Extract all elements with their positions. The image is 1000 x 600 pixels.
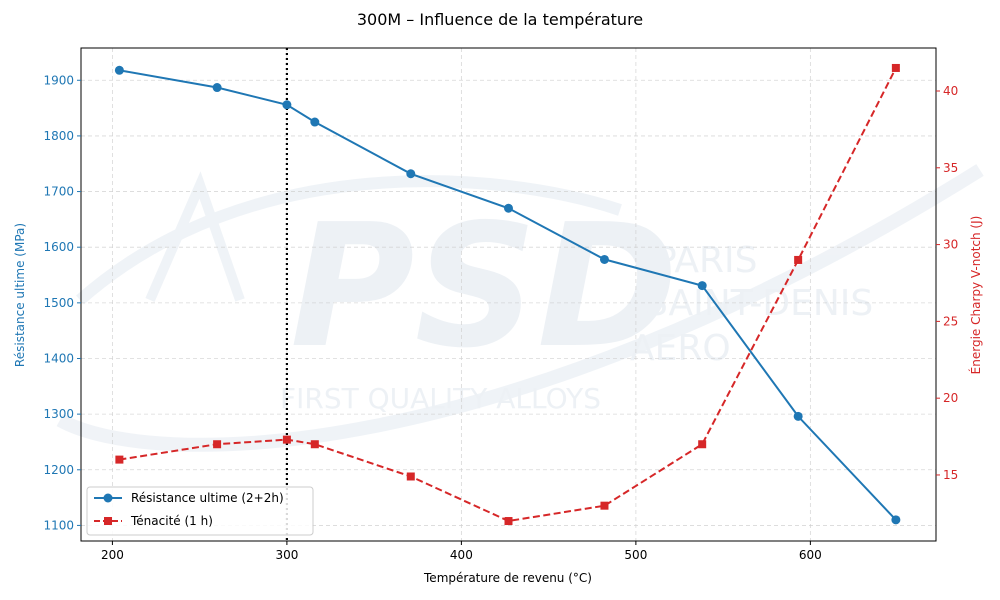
data-point-tenacite — [891, 63, 900, 72]
data-point-resistance — [793, 411, 803, 421]
legend: Résistance ultime (2+2h) Ténacité (1 h) — [86, 486, 314, 536]
data-point-tenacite — [406, 472, 415, 481]
x-tick-label: 200 — [101, 548, 124, 562]
watermark-swoosh-upper — [76, 175, 622, 305]
series-line-tenacite — [119, 67, 897, 523]
data-point-resistance — [310, 117, 320, 127]
data-point-resistance — [406, 169, 416, 179]
data-point-resistance — [697, 281, 707, 291]
plot-frame — [80, 47, 937, 542]
series-layer — [114, 63, 901, 526]
left-tick-label: 1100 — [43, 518, 74, 532]
watermark-tagline: FIRST QUALITY ALLOYS — [280, 382, 601, 415]
left-tick-label: 1500 — [43, 296, 74, 310]
left-tick-label: 1200 — [43, 463, 74, 477]
x-axis-ticks: 200 300 400 500 600 — [101, 541, 822, 562]
right-tick-label: 40 — [943, 84, 958, 98]
right-axis-ticks: 15 20 25 30 35 40 — [936, 84, 958, 482]
watermark-logo: PSD PARIS SAINT-DENIS AERO FIRST QUALITY… — [56, 164, 984, 452]
data-point-tenacite — [282, 435, 291, 444]
data-point-resistance — [114, 65, 124, 75]
x-tick-label: 300 — [275, 548, 298, 562]
legend-label-tenacite: Ténacité (1 h) — [130, 514, 213, 528]
right-tick-label: 15 — [943, 468, 958, 482]
legend-marker-resistance — [103, 493, 113, 503]
left-tick-label: 1300 — [43, 407, 74, 421]
data-point-tenacite — [698, 440, 707, 449]
grid — [81, 48, 936, 541]
x-tick-label: 400 — [450, 548, 473, 562]
data-point-resistance — [282, 100, 292, 110]
right-tick-label: 35 — [943, 161, 958, 175]
plot-border — [80, 47, 937, 542]
x-axis-label: Température de revenu (°C) — [423, 571, 592, 585]
data-point-tenacite — [115, 455, 124, 464]
data-point-tenacite — [600, 501, 609, 510]
data-point-tenacite — [310, 440, 319, 449]
data-point-tenacite — [794, 255, 803, 264]
chart-title: 300M – Influence de la température — [357, 10, 643, 29]
left-tick-label: 1600 — [43, 240, 74, 254]
x-tick-label: 600 — [799, 548, 822, 562]
watermark-line3: AERO — [630, 328, 731, 369]
data-point-resistance — [212, 83, 222, 93]
right-tick-label: 25 — [943, 314, 958, 328]
series-line-resistance — [119, 69, 897, 521]
watermark-line1: PARIS — [655, 240, 758, 281]
legend-label-resistance: Résistance ultime (2+2h) — [131, 491, 284, 505]
right-axis-label: Énergie Charpy V-notch (J) — [968, 216, 983, 375]
x-tick-label: 500 — [624, 548, 647, 562]
left-tick-label: 1700 — [43, 185, 74, 199]
watermark-logo-text: PSD — [290, 188, 678, 386]
data-point-tenacite — [504, 517, 513, 526]
watermark-line2: SAINT-DENIS — [645, 283, 873, 324]
watermark-peak-shape — [145, 171, 245, 302]
legend-marker-tenacite — [104, 517, 112, 525]
right-tick-label: 30 — [943, 238, 958, 252]
data-point-tenacite — [213, 440, 222, 449]
data-point-resistance — [599, 254, 609, 264]
data-point-resistance — [504, 203, 513, 213]
left-tick-label: 1800 — [43, 129, 74, 143]
data-point-resistance — [891, 515, 901, 525]
watermark-swoosh-lower — [56, 164, 984, 452]
left-axis-ticks: 1100 1200 1300 1400 1500 1600 1700 1800 1900 — [43, 73, 81, 532]
legend-box — [86, 486, 314, 536]
left-axis-label: Résistance ultime (MPa) — [13, 223, 27, 367]
left-tick-label: 1400 — [43, 351, 74, 365]
left-tick-label: 1900 — [43, 73, 74, 87]
right-tick-label: 20 — [943, 391, 958, 405]
